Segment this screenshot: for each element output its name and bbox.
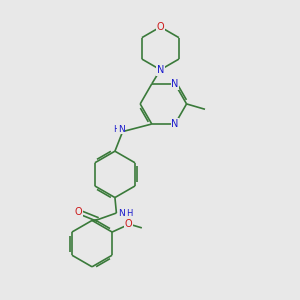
Text: O: O	[125, 219, 133, 229]
Text: N: N	[171, 119, 179, 129]
Text: H: H	[113, 125, 119, 134]
Text: O: O	[157, 22, 164, 32]
Text: N: N	[157, 65, 164, 75]
Text: N: N	[118, 208, 125, 217]
Text: N: N	[171, 79, 179, 89]
Text: H: H	[126, 208, 132, 217]
Text: N: N	[118, 125, 124, 134]
Text: O: O	[74, 206, 82, 217]
